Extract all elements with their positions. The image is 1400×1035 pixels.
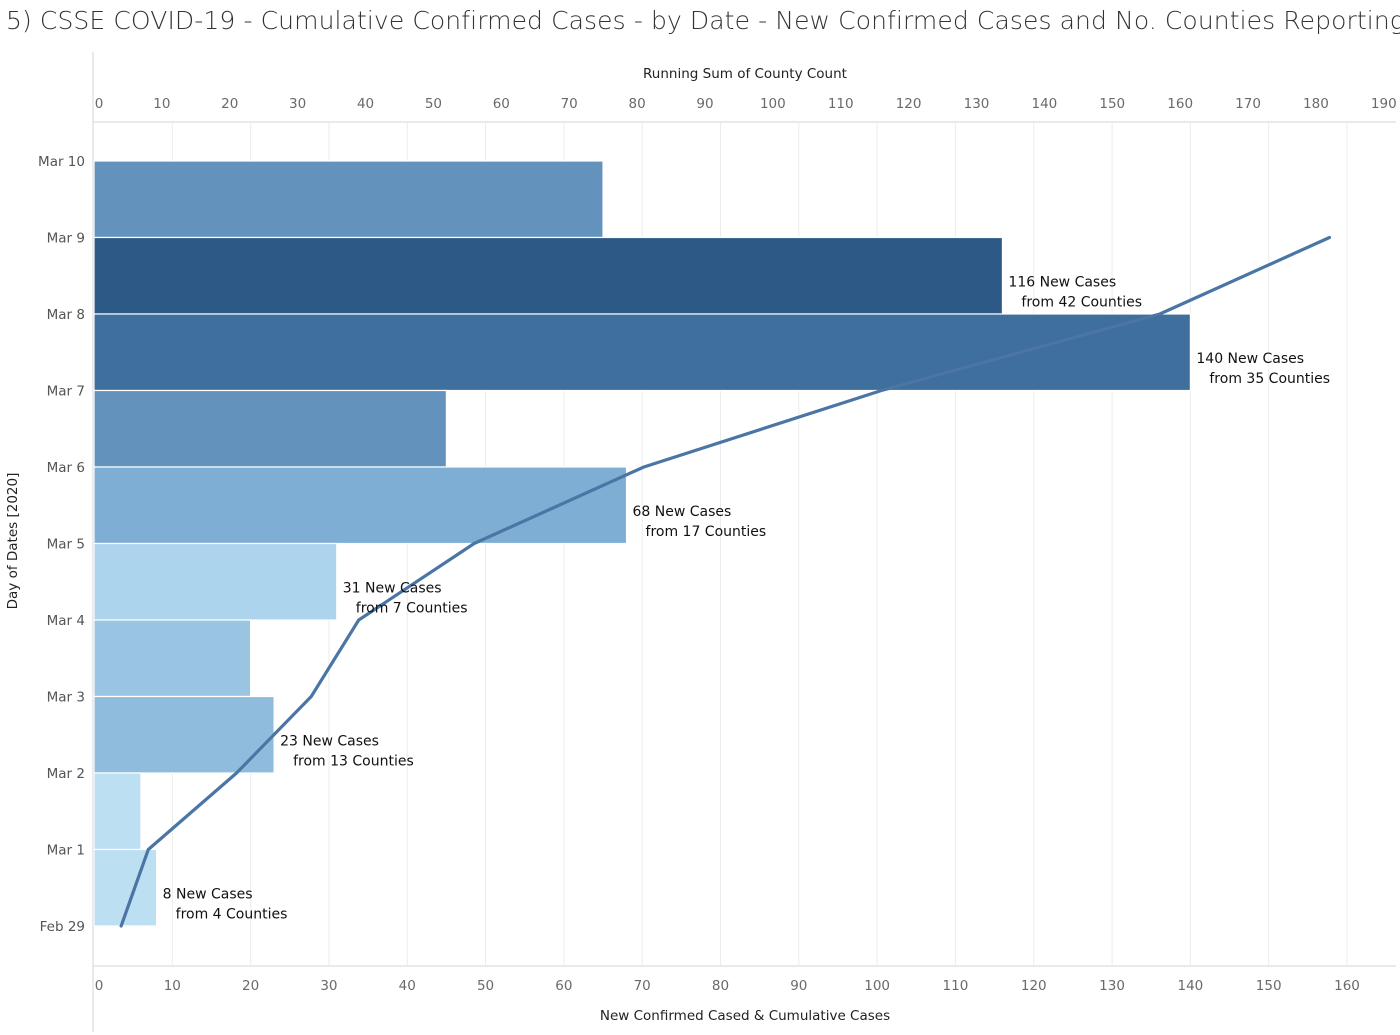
county-line-group xyxy=(119,235,1332,928)
top-tick-label: 70 xyxy=(561,96,578,112)
category-label: Mar 4 xyxy=(47,613,85,629)
bar-labels-group: 116 New Cases from 42 Counties 140 New Cas… xyxy=(163,275,1330,923)
bottom-tick-label: 80 xyxy=(712,978,729,994)
bar xyxy=(93,695,275,774)
bottom-tick-label: 30 xyxy=(320,978,337,994)
top-tick-label: 190 xyxy=(1371,96,1397,112)
category-label: Mar 7 xyxy=(47,384,85,400)
top-axis-title: Running Sum of County Count xyxy=(643,66,847,82)
bar xyxy=(93,466,628,545)
top-tick-label: 30 xyxy=(289,96,306,112)
bottom-tick-label: 0 xyxy=(95,978,104,994)
category-label: Mar 1 xyxy=(47,843,85,859)
bar-data-label: from 4 Counties xyxy=(176,907,288,923)
category-label: Mar 9 xyxy=(47,231,85,247)
category-label: Mar 2 xyxy=(47,766,85,782)
bottom-tick-label: 60 xyxy=(555,978,572,994)
category-label: Mar 5 xyxy=(47,537,85,553)
top-tick-label: 60 xyxy=(493,96,510,112)
bar xyxy=(93,389,448,468)
bottom-tick-label: 100 xyxy=(864,978,890,994)
top-axis-ticks: 0 10 20 30 40 50 60 70 80 90 100 110 120 130 140 150 160… xyxy=(95,96,1397,112)
bar-data-label: 23 New Cases xyxy=(280,734,379,750)
bottom-tick-label: 10 xyxy=(164,978,181,994)
bar-data-label: from 35 Counties xyxy=(1209,371,1330,387)
bottom-tick-label: 20 xyxy=(242,978,259,994)
bottom-tick-label: 150 xyxy=(1256,978,1282,994)
top-tick-label: 40 xyxy=(357,96,374,112)
bars-group xyxy=(93,160,1191,927)
bottom-axis-title: New Confirmed Cased & Cumulative Cases xyxy=(600,1008,890,1024)
bar xyxy=(93,313,1191,392)
bar-data-label: from 17 Counties xyxy=(646,524,767,540)
top-tick-label: 100 xyxy=(760,96,786,112)
bottom-tick-label: 110 xyxy=(943,978,969,994)
top-tick-label: 10 xyxy=(153,96,170,112)
category-label: Feb 29 xyxy=(40,919,85,935)
bottom-axis-ticks: 0 10 20 30 40 50 60 70 80 90 100 110 120 130 140 150 160 xyxy=(95,978,1360,994)
county-running-sum-line xyxy=(119,235,1332,928)
bottom-tick-label: 130 xyxy=(1099,978,1125,994)
bottom-tick-label: 50 xyxy=(477,978,494,994)
top-tick-label: 80 xyxy=(628,96,645,112)
bottom-tick-label: 90 xyxy=(790,978,807,994)
category-labels-group: Mar 10 Mar 9 Mar 8 Mar 7 Mar 6 Mar 5 Mar 4 Mar … xyxy=(38,154,85,935)
top-tick-label: 0 xyxy=(95,96,104,112)
top-tick-label: 160 xyxy=(1167,96,1193,112)
top-tick-label: 180 xyxy=(1303,96,1329,112)
bar-data-label: 31 New Cases xyxy=(343,581,442,597)
top-tick-label: 20 xyxy=(221,96,238,112)
bottom-tick-label: 160 xyxy=(1334,978,1360,994)
bar-data-label: 8 New Cases xyxy=(163,887,253,903)
category-label: Mar 3 xyxy=(47,690,85,706)
top-tick-label: 130 xyxy=(964,96,990,112)
category-label: Mar 8 xyxy=(47,307,85,323)
y-axis-title: Day of Dates [2020] xyxy=(5,473,21,610)
bar xyxy=(93,772,142,851)
bar-data-label: from 13 Counties xyxy=(293,754,414,770)
category-label: Mar 10 xyxy=(38,154,85,170)
bottom-tick-label: 70 xyxy=(634,978,651,994)
bar-data-label: 116 New Cases xyxy=(1008,275,1116,291)
top-tick-label: 50 xyxy=(425,96,442,112)
chart-title: 5) CSSE COVID-19 - Cumulative Confirmed … xyxy=(6,6,1400,35)
bar xyxy=(93,236,1004,315)
top-tick-label: 140 xyxy=(1032,96,1058,112)
bar xyxy=(93,542,338,621)
top-tick-label: 110 xyxy=(828,96,854,112)
bar-data-label: 68 New Cases xyxy=(633,504,732,520)
top-tick-label: 90 xyxy=(696,96,713,112)
bar xyxy=(93,619,252,698)
bar xyxy=(93,160,604,239)
top-tick-label: 120 xyxy=(896,96,922,112)
bar-data-label: 140 New Cases xyxy=(1196,351,1304,367)
bottom-tick-label: 120 xyxy=(1021,978,1047,994)
category-label: Mar 6 xyxy=(47,460,85,476)
bottom-tick-label: 140 xyxy=(1177,978,1203,994)
bar-data-label: from 7 Counties xyxy=(356,601,468,617)
bottom-tick-label: 40 xyxy=(399,978,416,994)
top-tick-label: 170 xyxy=(1235,96,1261,112)
top-tick-label: 150 xyxy=(1099,96,1125,112)
bar-data-label: from 42 Counties xyxy=(1021,295,1142,311)
